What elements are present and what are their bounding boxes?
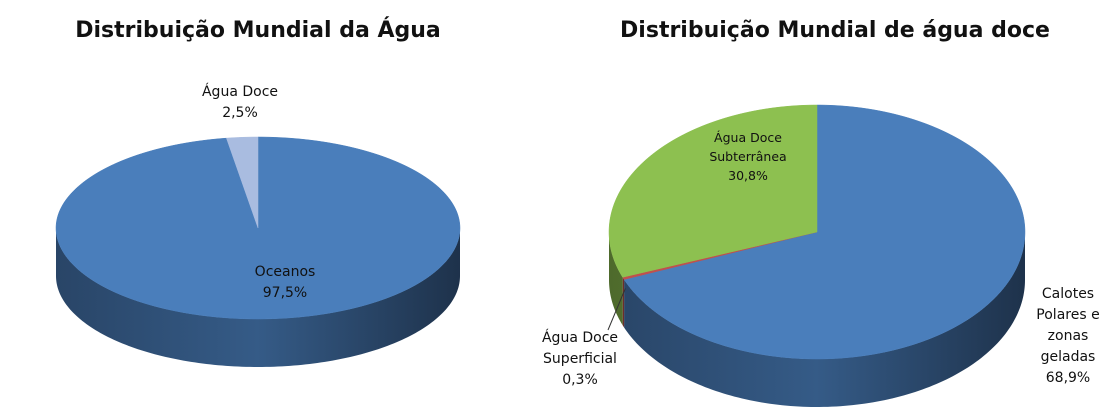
category-label: Água Doce Subterrânea	[709, 130, 787, 164]
data-label: Água Doce Subterrânea 30,8%	[693, 128, 803, 185]
value-label: 0,3%	[562, 372, 598, 388]
category-label: Água Doce Superficial	[541, 330, 619, 367]
pie-side	[622, 277, 625, 328]
category-label: Água Doce	[201, 84, 279, 100]
pie-slice	[623, 104, 1026, 360]
pie-slice	[226, 136, 259, 229]
data-label: Água Doce 2,5%	[185, 82, 295, 124]
chart-title: Distribuição Mundial de água doce	[620, 18, 1050, 43]
category-label: Calotes Polares e zonas geladas	[1036, 286, 1100, 365]
data-label: Oceanos 97,5%	[230, 262, 340, 304]
pie-side	[56, 228, 460, 367]
value-label: 97,5%	[262, 285, 308, 301]
pie-side	[624, 232, 1025, 407]
value-label: 2,5%	[222, 105, 258, 121]
chart-title: Distribuição Mundial da Água	[75, 18, 441, 43]
value-label: 30,8%	[728, 168, 768, 183]
data-label: Calotes Polares e zonas geladas 68,9%	[1032, 284, 1104, 389]
leader-line	[607, 288, 626, 331]
category-label: Oceanos	[254, 264, 316, 280]
value-label: 68,9%	[1045, 370, 1091, 386]
data-label: Água Doce Superficial 0,3%	[530, 328, 630, 391]
pie-slice	[608, 104, 818, 278]
